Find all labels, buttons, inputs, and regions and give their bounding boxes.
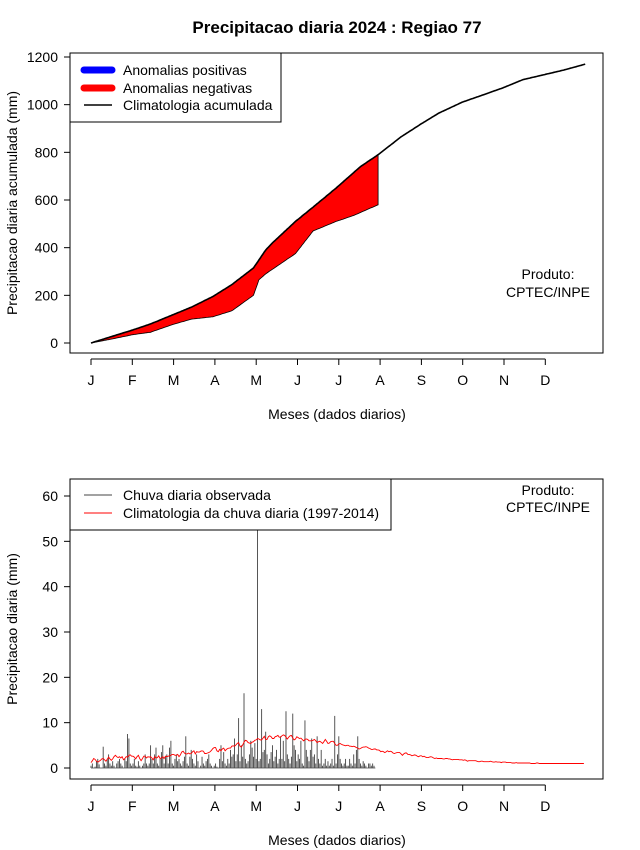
top-y-tick-label: 1200 [27,49,58,65]
bottom-x-tick-label: N [499,798,509,814]
legend-label-observed: Chuva diaria observada [123,487,271,503]
legend-label-climatology-daily: Climatologia da chuva diaria (1997-2014) [123,505,379,521]
top-x-tick-label: J [294,372,301,388]
top-annotation-line-2: CPTEC/INPE [506,284,590,300]
top-y-tick-label: 1000 [27,97,58,113]
daily-chart: 0 10 20 30 40 50 60 J F M A M J J A S O N D Meses (dados … [4,478,604,848]
legend-label-positive: Anomalias positivas [123,62,247,78]
bottom-y-tick-label: 20 [42,669,58,685]
bottom-y-tick-label: 30 [42,624,58,640]
bottom-y-tick-label: 50 [42,533,58,549]
figure-title: Precipitacao diaria 2024 : Regiao 77 [192,18,481,37]
top-y-tick-label: 0 [50,335,58,351]
cumulative-chart: 0 200 400 600 800 1000 1200 J F M A M J J A S O N D Meses… [4,49,604,422]
bottom-y-axis-label: Precipitacao diaria (mm) [4,553,20,705]
bottom-annotation-line-1: Produto: [522,482,575,498]
top-x-tick-label: A [375,372,385,388]
top-x-tick-label: M [168,372,180,388]
top-x-tick-label: J [335,372,342,388]
legend-label-climatology-cum: Climatologia acumulada [123,97,273,113]
bottom-y-tick-label: 0 [50,760,58,776]
top-x-tick-label: N [499,372,509,388]
bottom-x-tick-label: M [250,798,262,814]
top-x-tick-label: A [210,372,220,388]
top-y-tick-label: 400 [35,240,59,256]
top-y-axis-label: Precipitacao diaria acumulada (mm) [4,91,20,315]
bottom-y-tick-label: 40 [42,579,58,595]
bottom-y-tick-label: 10 [42,715,58,731]
bottom-x-axis-label: Meses (dados diarios) [268,832,406,848]
bottom-x-tick-label: J [335,798,342,814]
bottom-x-tick-label: A [210,798,220,814]
top-x-tick-label: S [417,372,426,388]
climatology-cumulative-line [90,63,586,344]
bottom-x-tick-label: M [168,798,180,814]
bottom-x-tick-label: F [128,798,137,814]
bottom-x-tick-label: J [294,798,301,814]
top-y-tick-label: 200 [35,287,59,303]
bottom-legend-box [69,478,392,531]
top-x-tick-label: M [250,372,262,388]
bottom-annotation: Produto: CPTEC/INPE [506,482,590,515]
bottom-y-tick-label: 60 [42,488,58,504]
bottom-x-tick-label: J [88,798,95,814]
top-x-tick-label: F [128,372,137,388]
climatology-daily-line [90,734,584,764]
top-x-tick-label: O [457,372,468,388]
bottom-annotation-line-2: CPTEC/INPE [506,499,590,515]
top-annotation: Produto: CPTEC/INPE [506,266,590,300]
top-x-tick-label: J [88,372,95,388]
top-y-tick-label: 600 [35,192,59,208]
legend-label-negative: Anomalias negativas [123,80,252,96]
top-annotation-line-1: Produto: [522,266,575,282]
bottom-x-tick-label: S [417,798,426,814]
bottom-x-tick-label: A [375,798,385,814]
top-y-tick-label: 800 [35,144,59,160]
bottom-x-tick-label: O [457,798,468,814]
top-x-axis-label: Meses (dados diarios) [268,406,406,422]
top-x-tick-label: D [540,372,550,388]
bottom-x-tick-label: D [540,798,550,814]
bottom-legend: Chuva diaria observada Climatologia da c… [69,478,392,531]
top-legend: Anomalias positivas Anomalias negativas … [69,52,282,123]
